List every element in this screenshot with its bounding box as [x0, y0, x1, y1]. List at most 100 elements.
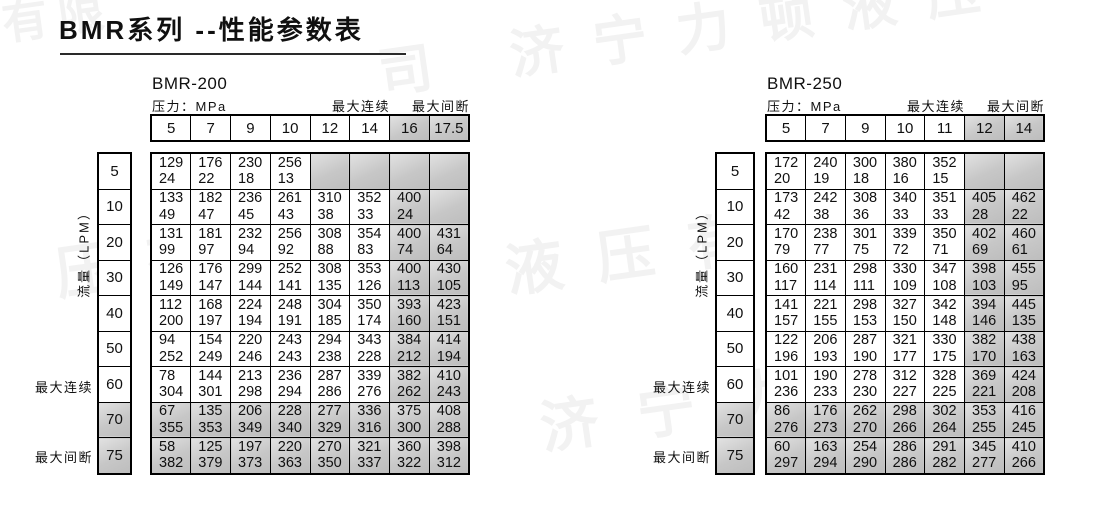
- cell-value-top: 416: [1011, 403, 1036, 420]
- cell-value-top: 67: [159, 403, 176, 420]
- cell-value-bottom: 312: [436, 455, 461, 472]
- table-name: BMR-250: [767, 74, 843, 93]
- table-row: 160 117 231 114 298 111 330 109 347 108 398 103 455 9…: [765, 259, 1045, 296]
- cell-value-top: 220: [277, 438, 302, 455]
- cell-value-top: 308: [852, 190, 878, 207]
- flow-cell: 30: [715, 259, 755, 296]
- cell-value-top: 242: [813, 190, 838, 207]
- cell-value-bottom: 246: [238, 348, 263, 365]
- pressure-cell: 14: [349, 114, 390, 142]
- data-cell: 375 300: [389, 401, 430, 438]
- pressure-header-table: 5 7 9 10 12 14 16 17.5: [150, 114, 470, 142]
- cell-value-bottom: 230: [852, 384, 878, 401]
- cell-value-top: 347: [932, 261, 957, 278]
- data-cell: 168 197: [190, 295, 231, 332]
- cell-value-top: 308: [317, 225, 342, 242]
- pressure-cell: 7: [805, 114, 846, 142]
- cell-value-bottom: 329: [317, 419, 342, 436]
- cell-value-top: 122: [774, 332, 799, 349]
- cell-value-top: 230: [238, 154, 263, 171]
- table-row: 10: [97, 188, 132, 225]
- data-cell: 410 243: [428, 366, 470, 403]
- cell-value-top: 350: [932, 225, 957, 242]
- cell-value-top: 172: [774, 154, 799, 171]
- table-row: 126 149 176 147 299 144 252 141 308 135 353 126 400 1…: [150, 259, 470, 296]
- cell-value-bottom: 99: [159, 242, 176, 259]
- cell-value-top: 287: [317, 367, 342, 384]
- cell-value-bottom: 355: [159, 419, 184, 436]
- cell-value-bottom: 18: [238, 171, 255, 188]
- data-cell: 277 329: [309, 401, 351, 438]
- data-cell: 125 379: [190, 437, 231, 474]
- cell-value-bottom: 75: [852, 242, 870, 259]
- cell-value-top: 228: [277, 403, 302, 420]
- cell-value-top: 160: [774, 261, 799, 278]
- max-intermittent-header-label: 最大间断: [411, 99, 470, 114]
- table-row: 86 276 176 273 262 270 298 266 302 264 353 255 416 24…: [765, 401, 1045, 438]
- data-cell: 238 77: [805, 224, 846, 261]
- cell-value-bottom: 22: [198, 171, 215, 188]
- cell-value-bottom: 49: [159, 206, 176, 223]
- cell-value-bottom: 45: [238, 206, 255, 223]
- cell-value-top: 287: [852, 332, 878, 349]
- cell-value-top: 424: [1011, 367, 1036, 384]
- cell-value-bottom: 225: [932, 384, 957, 401]
- data-cell: 431 64: [428, 224, 470, 261]
- cell-value-bottom: 160: [397, 313, 422, 330]
- data-cell: [349, 152, 390, 190]
- cell-value-top: 382: [397, 367, 422, 384]
- data-cell: 135 353: [190, 401, 231, 438]
- cell-value-top: 340: [892, 190, 917, 207]
- cell-value-top: 384: [397, 332, 422, 349]
- cell-value-top: 300: [852, 154, 878, 171]
- data-cell: 308 36: [844, 188, 886, 225]
- cell-value-bottom: 33: [932, 206, 949, 223]
- pressure-cell: 12: [309, 114, 351, 142]
- flow-cell: 50: [97, 330, 132, 367]
- cell-value-bottom: 245: [1011, 419, 1036, 436]
- cell-value-top: 176: [198, 261, 223, 278]
- cell-value-top: 170: [774, 225, 799, 242]
- cell-value-top: 398: [972, 261, 997, 278]
- cell-value-bottom: 228: [357, 348, 382, 365]
- data-cell: 206 349: [230, 401, 271, 438]
- cell-value-top: 310: [317, 190, 342, 207]
- cell-value-top: 400: [397, 225, 422, 242]
- data-cell: [964, 152, 1005, 190]
- cell-value-bottom: 22: [1011, 206, 1028, 223]
- cell-value-bottom: 350: [317, 455, 342, 472]
- cell-value-top: 220: [238, 332, 263, 349]
- data-cell: 354 83: [349, 224, 390, 261]
- cell-value-top: 298: [892, 403, 917, 420]
- data-cell: [428, 152, 470, 190]
- pressure-cell: 10: [884, 114, 926, 142]
- cell-value-bottom: 373: [238, 455, 263, 472]
- cell-value-bottom: 262: [397, 384, 422, 401]
- cell-value-top: 445: [1011, 296, 1036, 313]
- data-cell: 126 149: [150, 259, 192, 296]
- cell-value-top: 400: [397, 190, 422, 207]
- pressure-cell: 9: [230, 114, 271, 142]
- flow-cell: 20: [97, 224, 132, 261]
- data-cell: 353 126: [349, 259, 390, 296]
- data-cell: 405 28: [964, 188, 1005, 225]
- cell-value-top: 291: [932, 438, 957, 455]
- data-cell: 299 144: [230, 259, 271, 296]
- data-cell: 301 75: [844, 224, 886, 261]
- table-row: 133 49 182 47 236 45 261 43 310 38 352 33 400 24: [150, 188, 470, 225]
- cell-value-bottom: 135: [317, 277, 342, 294]
- data-cell: 294 238: [309, 330, 351, 367]
- table-row: 20: [97, 224, 132, 261]
- cell-value-bottom: 88: [317, 242, 334, 259]
- flow-column-table: 5 10 20 30 40 50 60 70 75: [715, 152, 755, 475]
- data-table: 172 20 240 19 300 18 380 16 352 15 173 42 242 38 308 36…: [765, 152, 1045, 475]
- data-cell: 176 273: [805, 401, 846, 438]
- cell-value-top: 339: [357, 367, 382, 384]
- data-cell: 336 316: [349, 401, 390, 438]
- cell-value-top: 176: [813, 403, 838, 420]
- data-cell: 416 245: [1003, 401, 1045, 438]
- cell-value-bottom: 69: [972, 242, 989, 259]
- cell-value-bottom: 236: [774, 384, 799, 401]
- cell-value-bottom: 141: [277, 277, 302, 294]
- data-cell: 220 246: [230, 330, 271, 367]
